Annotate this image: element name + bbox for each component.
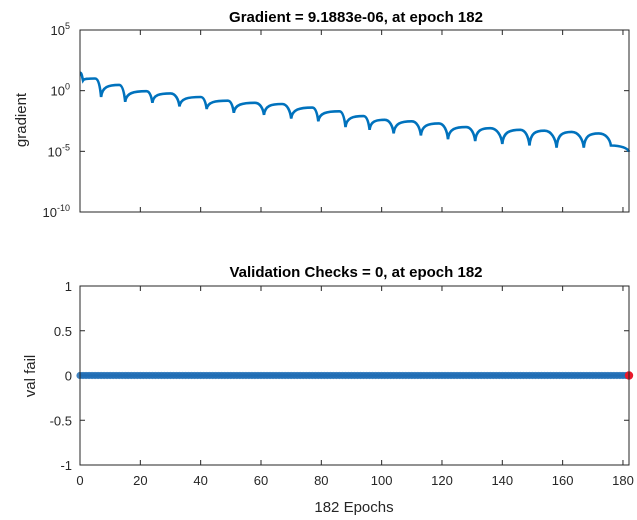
validation-x-tick-label-7: 140	[491, 473, 513, 488]
validation-x-tick-label-8: 160	[552, 473, 574, 488]
validation-x-tick-label-0: 0	[76, 473, 83, 488]
validation-markers	[76, 371, 634, 380]
gradient-series-line	[79, 71, 631, 153]
validation-x-tick-label-1: 20	[133, 473, 147, 488]
validation-y-tick-label-4: -1	[60, 458, 72, 473]
validation-x-tick-label-5: 100	[371, 473, 393, 488]
validation-chart: Validation Checks = 0, at epoch 182 val …	[22, 264, 634, 516]
gradient-y-axis-label: gradient	[13, 92, 30, 147]
validation-x-axis-label: 182 Epochs	[314, 499, 393, 516]
validation-y-axis-label: val fail	[22, 355, 39, 398]
gradient-y-tick-label-0: 105	[51, 21, 70, 38]
gradient-chart-title: Gradient = 9.1883e-06, at epoch 182	[229, 9, 483, 26]
validation-x-tick-label-9: 180	[612, 473, 634, 488]
gradient-y-tick-label-2: 10-5	[48, 142, 70, 159]
validation-x-tick-label-2: 40	[193, 473, 207, 488]
validation-ticks: 0 20 40 60 80 100 120 140 160 180 1 0.5 0 -0.5 -1	[50, 279, 634, 488]
validation-chart-title: Validation Checks = 0, at epoch 182	[229, 264, 482, 281]
gradient-ticks: 105 100 10-5 10-10	[43, 21, 629, 220]
validation-y-tick-label-1: 0.5	[54, 324, 72, 339]
validation-y-tick-label-2: 0	[65, 369, 72, 384]
validation-x-tick-label-4: 80	[314, 473, 328, 488]
validation-y-tick-label-3: -0.5	[50, 413, 72, 428]
validation-x-tick-label-3: 60	[254, 473, 268, 488]
gradient-y-tick-label-3: 10-10	[43, 203, 70, 220]
gradient-plot-box	[79, 29, 630, 213]
gradient-y-tick-label-1: 100	[51, 82, 70, 99]
validation-x-tick-label-6: 120	[431, 473, 453, 488]
validation-y-tick-label-0: 1	[65, 279, 72, 294]
gradient-chart: Gradient = 9.1883e-06, at epoch 182 grad…	[13, 9, 631, 220]
validation-plot-box	[79, 285, 630, 466]
